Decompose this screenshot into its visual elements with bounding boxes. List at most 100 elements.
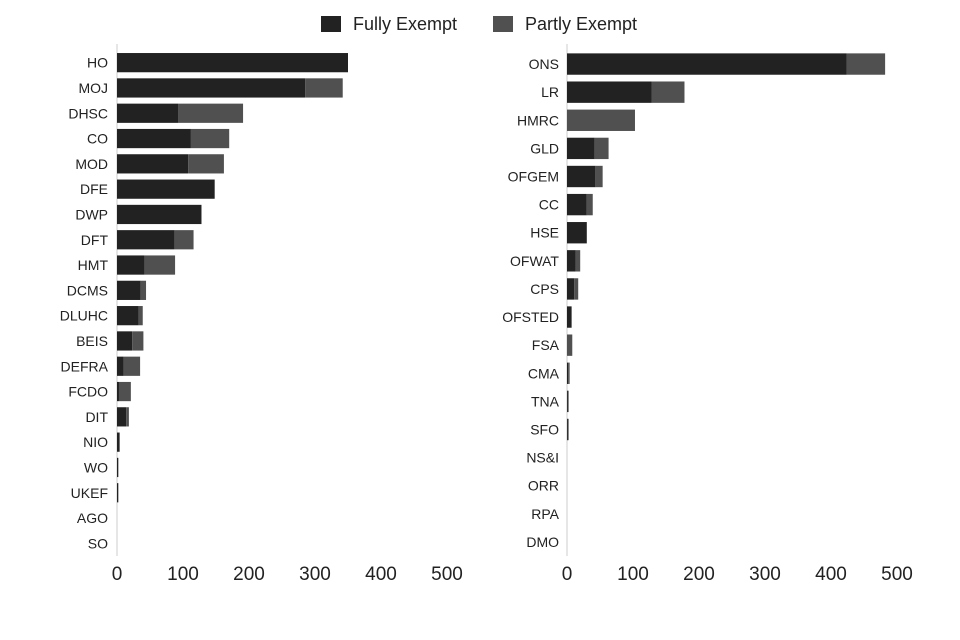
bar-gld-fully-exempt — [567, 137, 595, 160]
bar-dft-partly-exempt — [174, 230, 194, 250]
legend-label-fully-exempt: Fully Exempt — [353, 13, 458, 34]
x-tick-label-300: 300 — [749, 564, 781, 585]
category-label-sfo: SFO — [530, 422, 559, 438]
bar-co-fully-exempt — [117, 128, 191, 149]
bar-mod-partly-exempt — [188, 154, 224, 174]
bar-cps-partly-exempt — [574, 278, 579, 300]
category-label-moj: MOJ — [78, 80, 108, 96]
chart-left-departments: HO MOJ DHSC CO MOD DFE DWP DFT HMT DCMS DLUHC BEIS D… — [60, 44, 463, 585]
bar-defra-partly-exempt — [123, 356, 141, 376]
x-tick-label-500: 500 — [431, 564, 463, 585]
bar-dit-partly-exempt — [126, 407, 129, 427]
bar-dwp-fully-exempt — [117, 204, 202, 225]
bar-tna-partly-exempt — [567, 390, 569, 413]
bar-co-partly-exempt — [190, 128, 230, 149]
bar-ho-fully-exempt — [117, 53, 348, 73]
chart-right-agencies: ONS LR HMRC GLD OFGEM CC HSE OFWAT CPS OFSTED FSA C… — [502, 44, 913, 585]
x-tick-label-500: 500 — [881, 564, 913, 585]
bar-cc-partly-exempt — [586, 193, 593, 216]
bar-dcms-fully-exempt — [117, 280, 141, 300]
bar-fcdo-partly-exempt — [118, 381, 131, 402]
category-label-ofwat: OFWAT — [510, 253, 559, 269]
legend-item-fully-exempt: Fully Exempt — [321, 12, 457, 36]
category-label-nio: NIO — [83, 434, 108, 450]
bar-lr-partly-exempt — [651, 81, 685, 103]
category-label-dwp: DWP — [75, 206, 108, 222]
bar-dit-fully-exempt — [117, 407, 127, 427]
bar-gld-partly-exempt — [594, 137, 609, 160]
category-label-dft: DFT — [81, 232, 109, 248]
bar-dhsc-fully-exempt — [117, 103, 179, 123]
category-label-beis: BEIS — [76, 333, 108, 349]
category-label-cc: CC — [539, 197, 559, 213]
category-label-ho: HO — [87, 55, 108, 71]
category-label-dhsc: DHSC — [68, 105, 108, 121]
category-label-lr: LR — [541, 84, 559, 100]
category-label-dluhc: DLUHC — [60, 308, 108, 324]
bar-dluhc-fully-exempt — [117, 306, 139, 326]
bar-sfo-partly-exempt — [567, 418, 569, 441]
bar-hmt-partly-exempt — [144, 255, 176, 275]
category-label-ago: AGO — [77, 510, 108, 526]
category-label-mod: MOD — [75, 156, 108, 172]
category-label-dmo: DMO — [526, 534, 559, 550]
category-label-rpa: RPA — [531, 506, 559, 522]
category-label-dfe: DFE — [80, 181, 108, 197]
bar-ukef-fully-exempt — [117, 483, 119, 503]
bar-cc-fully-exempt — [567, 193, 587, 216]
bar-moj-partly-exempt — [305, 78, 343, 98]
category-label-tna: TNA — [531, 393, 560, 409]
bar-ons-partly-exempt — [846, 53, 886, 75]
bar-dcms-partly-exempt — [140, 280, 147, 300]
category-label-hmt: HMT — [78, 257, 109, 273]
bar-dfe-fully-exempt — [117, 179, 215, 199]
bar-dluhc-partly-exempt — [138, 306, 143, 326]
legend-swatch-partly-exempt — [493, 16, 513, 32]
x-tick-label-100: 100 — [167, 564, 199, 585]
category-label-cma: CMA — [528, 365, 560, 381]
bar-fsa-partly-exempt — [567, 334, 573, 356]
x-tick-label-400: 400 — [815, 564, 847, 585]
x-tick-label-200: 200 — [683, 564, 715, 585]
bar-defra-fully-exempt — [117, 356, 124, 376]
category-label-ons: ONS — [529, 56, 559, 72]
category-label-dcms: DCMS — [67, 282, 108, 298]
legend-label-partly-exempt: Partly Exempt — [525, 13, 638, 34]
bar-ofsted-fully-exempt — [567, 306, 572, 328]
bar-beis-partly-exempt — [132, 331, 144, 351]
bar-hse-fully-exempt — [567, 222, 587, 244]
bar-beis-fully-exempt — [117, 331, 133, 351]
bar-cma-partly-exempt — [568, 362, 570, 384]
bar-dft-fully-exempt — [117, 230, 175, 250]
legend-swatch-fully-exempt — [321, 16, 341, 32]
x-tick-label-100: 100 — [617, 564, 649, 585]
category-label-ns-i: NS&I — [526, 450, 559, 466]
bar-tna-fully-exempt — [567, 390, 568, 413]
x-tick-label-200: 200 — [233, 564, 265, 585]
category-label-hmrc: HMRC — [517, 112, 559, 128]
x-tick-label-0: 0 — [562, 564, 573, 585]
category-label-orr: ORR — [528, 478, 559, 494]
legend-item-partly-exempt: Partly Exempt — [493, 12, 637, 36]
category-label-co: CO — [87, 131, 108, 147]
legend: Fully Exempt Partly Exempt — [0, 12, 960, 36]
category-label-dit: DIT — [85, 409, 108, 425]
bar-ofgem-partly-exempt — [595, 165, 603, 188]
bar-lr-fully-exempt — [567, 81, 652, 103]
category-label-fsa: FSA — [532, 337, 560, 353]
category-label-gld: GLD — [530, 140, 559, 156]
category-label-defra: DEFRA — [61, 358, 109, 374]
bar-ons-fully-exempt — [567, 53, 847, 75]
category-label-hse: HSE — [530, 225, 559, 241]
x-tick-label-400: 400 — [365, 564, 397, 585]
category-label-ofgem: OFGEM — [508, 169, 559, 185]
category-label-cps: CPS — [530, 281, 559, 297]
x-tick-label-300: 300 — [299, 564, 331, 585]
bar-hmt-fully-exempt — [117, 255, 145, 275]
bar-moj-fully-exempt — [117, 78, 306, 98]
bar-ofgem-fully-exempt — [567, 165, 596, 188]
category-label-so: SO — [88, 535, 108, 551]
bar-ofwat-fully-exempt — [567, 250, 576, 272]
bar-cma-fully-exempt — [567, 362, 569, 384]
bar-fcdo-fully-exempt — [117, 381, 119, 402]
